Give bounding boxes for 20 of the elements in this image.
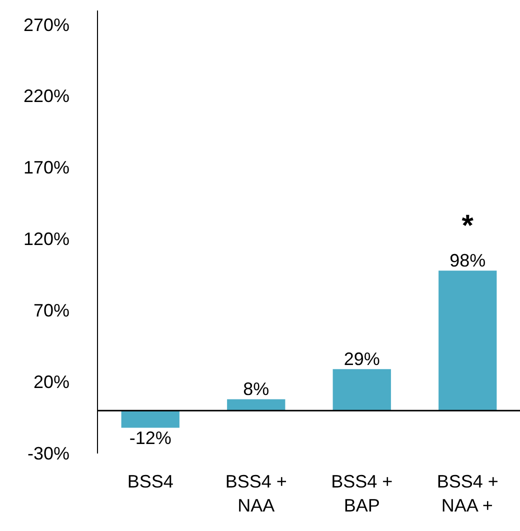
y-tick-label: 170%	[23, 158, 70, 178]
y-tick-label: -30%	[27, 444, 70, 464]
y-tick-label: 70%	[33, 300, 70, 321]
data-label: 8%	[243, 379, 270, 400]
bar	[332, 369, 391, 411]
y-tick-label: 270%	[23, 14, 70, 35]
bar	[227, 399, 286, 411]
y-tick-label: 220%	[23, 86, 70, 106]
x-tick-label: BSS4	[127, 472, 174, 492]
data-label: 29%	[344, 349, 380, 370]
x-tick-label: BSS4 + NAA	[225, 472, 287, 516]
data-label: -12%	[129, 428, 172, 448]
y-tick-label: 20%	[33, 372, 70, 392]
bar	[438, 270, 497, 411]
x-tick-label: BSS4 + NAA +	[436, 472, 498, 516]
bar	[121, 410, 180, 428]
annotation: *	[462, 210, 474, 243]
x-tick-label: BSS4 + BAP	[331, 472, 393, 516]
y-tick-label: 120%	[23, 229, 70, 250]
data-label: 98%	[450, 250, 486, 271]
